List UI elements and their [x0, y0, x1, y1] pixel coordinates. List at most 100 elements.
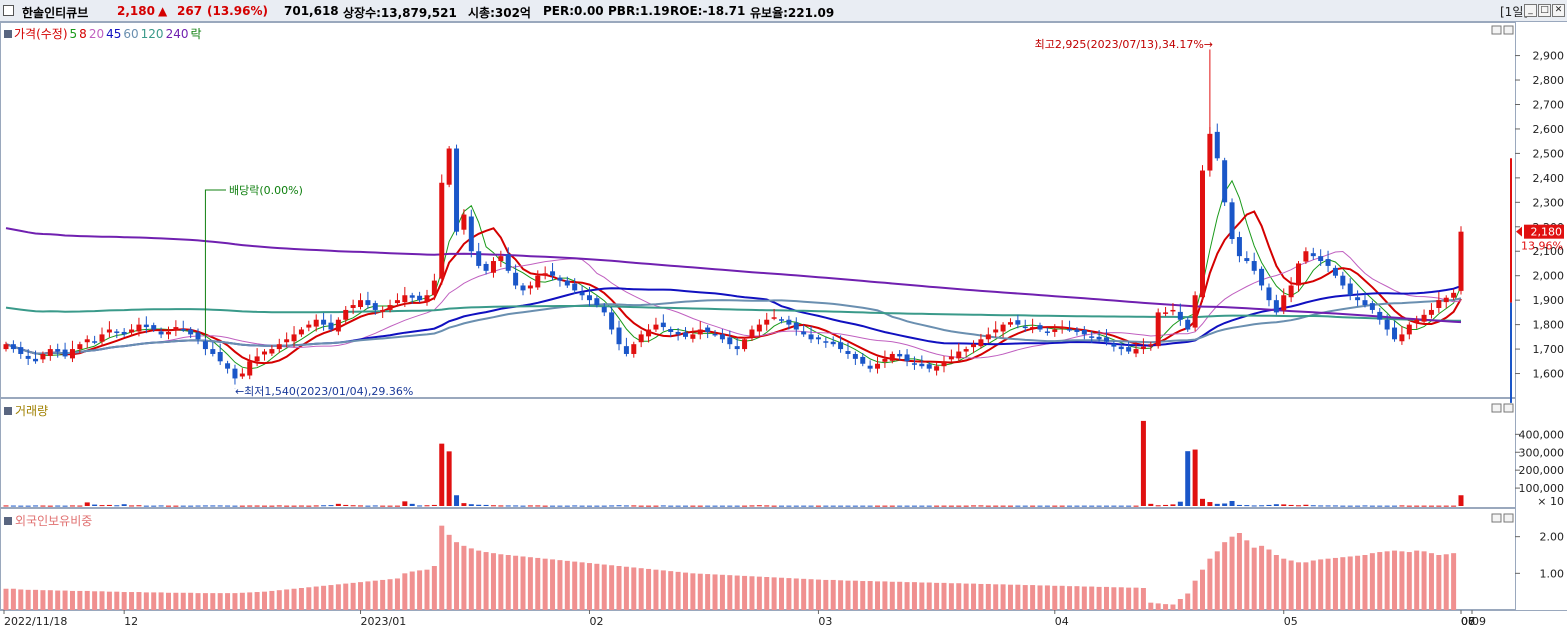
legend-item[interactable]: 60	[123, 27, 139, 41]
candle-body	[1310, 253, 1316, 257]
candle-body	[424, 295, 430, 303]
candle-body	[690, 334, 696, 339]
panel-handle-icon[interactable]	[4, 30, 12, 38]
foreign-ratio-bar	[963, 583, 969, 610]
minimize-button[interactable]: _	[1524, 4, 1537, 17]
foreign-ratio-bar	[439, 525, 445, 610]
volume-bar	[742, 505, 748, 507]
volume-bar	[1251, 505, 1257, 507]
foreign-ratio-bar	[328, 585, 334, 610]
foreign-ratio-bar	[1318, 559, 1324, 610]
legend-item[interactable]: 240	[165, 27, 189, 41]
legend-item[interactable]: 5	[69, 27, 78, 41]
volume-bar	[513, 505, 519, 507]
volume-bar	[860, 505, 866, 507]
candle-body	[1067, 329, 1073, 331]
candle-body	[1037, 325, 1043, 330]
volume-bar	[749, 505, 755, 507]
foreign-ratio-bar	[1384, 551, 1390, 610]
x-tick-label: 08	[1461, 615, 1475, 628]
foreign-ratio-bar	[646, 568, 652, 610]
up-arrow-icon: ▲	[158, 4, 168, 18]
low-annotation: ←최저1,540(2023/01/04),29.36%	[235, 385, 413, 398]
current-price: 2,180	[117, 4, 155, 18]
volume-bar	[210, 505, 216, 507]
candle-body	[365, 300, 371, 306]
foreign-panel-restore-icon	[1491, 513, 1502, 523]
volume-bar	[1118, 505, 1124, 507]
foreign-ratio-bar	[232, 593, 238, 610]
foreign-ratio-bar	[786, 578, 792, 610]
volume-bar	[712, 505, 718, 507]
foreign-ratio-bar	[1273, 555, 1279, 610]
volume-bar	[106, 504, 112, 506]
foreign-ratio-bar	[653, 569, 659, 610]
stock-name[interactable]: 한솔인티큐브	[22, 6, 89, 20]
candle-body	[882, 358, 888, 362]
maximize-button[interactable]: □	[1538, 4, 1551, 17]
period-selector[interactable]: [1일]	[1500, 5, 1529, 19]
volume-bar	[867, 505, 873, 507]
candle-body	[875, 363, 881, 369]
foreign-ratio-bar	[1244, 540, 1250, 610]
foreign-ratio-bar	[808, 579, 814, 610]
foreign-ratio-bar	[1207, 558, 1213, 610]
candle-body	[269, 349, 275, 354]
candle-body	[660, 322, 666, 328]
volume-bar	[586, 505, 592, 507]
volume-bar	[926, 505, 932, 507]
candle-body	[217, 352, 223, 362]
candle-body	[1185, 319, 1191, 330]
candle-body	[158, 331, 164, 335]
candle-body	[402, 295, 408, 303]
volume-bar	[793, 505, 799, 507]
foreign-ratio-bar	[838, 580, 844, 610]
candle-body	[1126, 347, 1132, 352]
foreign-ratio-bar	[1022, 585, 1028, 610]
foreign-ratio-bar	[69, 590, 75, 610]
candle-body	[1155, 312, 1161, 347]
panel-handle-icon[interactable]	[4, 517, 12, 525]
foreign-ratio-bar	[1067, 586, 1073, 610]
candle-body	[1177, 311, 1183, 320]
ma-line-60	[5, 297, 1462, 355]
select-checkbox[interactable]	[3, 5, 14, 16]
legend-item[interactable]: 가격(수정)	[14, 27, 68, 41]
volume-bar	[1310, 505, 1316, 507]
y-tick-label: 2,600	[1533, 123, 1565, 136]
foreign-ratio-bar	[867, 581, 873, 610]
volume-bar	[129, 505, 135, 507]
foreign-ratio-bar	[343, 583, 349, 610]
volume-bar	[328, 505, 334, 507]
candle-body	[1355, 297, 1361, 301]
foreign-ratio-bar	[18, 589, 24, 610]
legend-item[interactable]: 20	[88, 27, 105, 41]
foreign-ratio-bar	[247, 592, 253, 610]
foreign-ratio-bar	[298, 588, 304, 610]
candle-body	[860, 356, 866, 364]
close-button[interactable]: ✕	[1552, 4, 1565, 17]
legend-item[interactable]: 8	[79, 27, 87, 41]
candle-body	[557, 277, 563, 281]
foreign-ratio-bar	[121, 592, 127, 610]
volume-bar	[845, 505, 851, 507]
volume-bar	[1155, 505, 1161, 507]
candle-body	[335, 319, 341, 332]
ma-line-5	[5, 179, 1462, 370]
legend-item[interactable]: 120	[140, 27, 164, 41]
legend-item[interactable]: 45	[106, 27, 122, 41]
volume-bar	[527, 505, 533, 507]
legend-item[interactable]: 락	[190, 27, 202, 41]
x-tick-label: 2022/11/18	[4, 615, 67, 628]
volume-bar	[956, 505, 962, 507]
candle-body	[350, 305, 356, 308]
foreign-ratio-bar	[1126, 587, 1132, 610]
volume-bar	[1428, 505, 1434, 507]
candle-body	[1140, 346, 1146, 350]
candle-body	[1318, 256, 1324, 262]
foreign-ratio-bar	[1118, 587, 1124, 610]
volume-bar	[1362, 505, 1368, 507]
panel-handle-icon[interactable]	[4, 407, 12, 415]
candle-body	[298, 329, 304, 335]
